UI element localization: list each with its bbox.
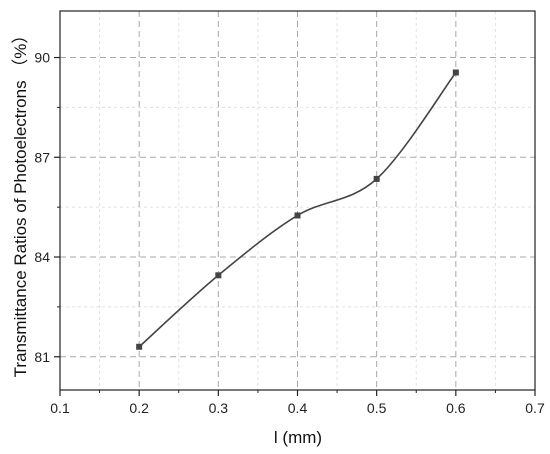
y-tick-label: 87 [34, 149, 50, 165]
y-tick-label: 90 [34, 50, 50, 66]
data-point [452, 69, 459, 76]
y-axis-title: Transmittance Ratios of Photoelectrons （… [11, 27, 30, 378]
x-axis-title: l (mm) [274, 428, 322, 447]
x-tick-label: 0.4 [288, 400, 308, 416]
data-point [136, 343, 143, 350]
data-point [215, 272, 222, 279]
y-tick-label: 84 [34, 249, 50, 265]
x-tick-labels: 0.1 0.2 0.3 0.4 0.5 0.6 0.7 [50, 400, 545, 416]
x-tick-label: 0.6 [446, 400, 466, 416]
x-tick-label: 0.1 [50, 400, 70, 416]
x-tick-label: 0.3 [209, 400, 229, 416]
y-tick-labels: 81 84 87 90 [34, 50, 50, 365]
axis-ticks [54, 56, 536, 396]
y-tick-label: 81 [34, 349, 50, 365]
grid [60, 11, 535, 390]
x-tick-label: 0.5 [367, 400, 387, 416]
data-point [294, 212, 301, 219]
x-tick-label: 0.2 [129, 400, 149, 416]
x-tick-label: 0.7 [525, 400, 545, 416]
data-point [373, 175, 380, 182]
series-markers [136, 69, 459, 350]
